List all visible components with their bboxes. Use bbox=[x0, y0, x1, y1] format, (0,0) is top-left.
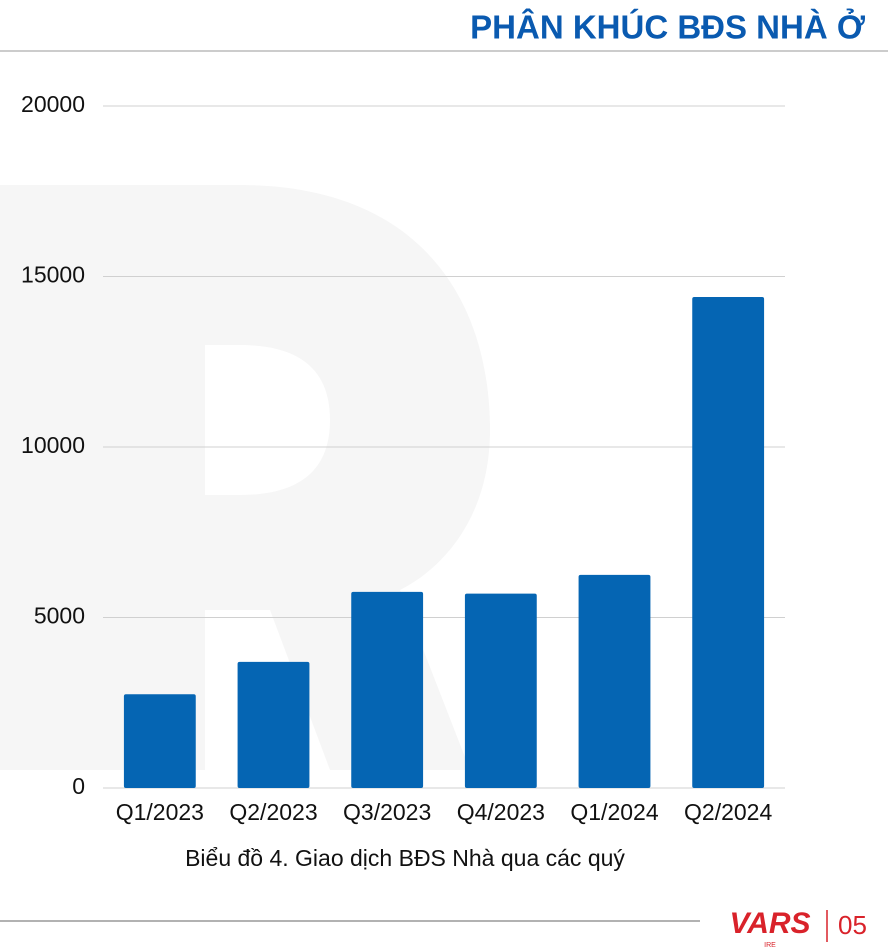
y-tick-label: 10000 bbox=[21, 432, 85, 458]
x-tick-label: Q1/2023 bbox=[116, 799, 204, 825]
bar bbox=[123, 694, 196, 788]
x-tick-label: Q1/2024 bbox=[570, 799, 658, 825]
x-tick-label: Q2/2023 bbox=[229, 799, 317, 825]
bar bbox=[464, 593, 537, 788]
page-title: PHÂN KHÚC BĐS NHÀ Ở bbox=[470, 9, 866, 46]
bar bbox=[237, 661, 310, 788]
y-tick-label: 15000 bbox=[21, 262, 85, 288]
y-tick-label: 20000 bbox=[21, 91, 85, 117]
logo-sub: IRE bbox=[764, 942, 776, 949]
logo: VARS bbox=[729, 907, 810, 940]
bar bbox=[692, 296, 765, 788]
x-tick-label: Q3/2023 bbox=[343, 799, 431, 825]
chart-caption: Biểu đồ 4. Giao dịch BĐS Nhà qua các quý bbox=[185, 845, 625, 871]
bar bbox=[351, 591, 424, 788]
y-tick-label: 5000 bbox=[34, 603, 85, 629]
page-number: 05 bbox=[838, 910, 867, 940]
x-tick-label: Q4/2023 bbox=[457, 799, 545, 825]
bar bbox=[578, 574, 651, 788]
x-tick-label: Q2/2024 bbox=[684, 799, 772, 825]
y-tick-label: 0 bbox=[72, 773, 85, 799]
